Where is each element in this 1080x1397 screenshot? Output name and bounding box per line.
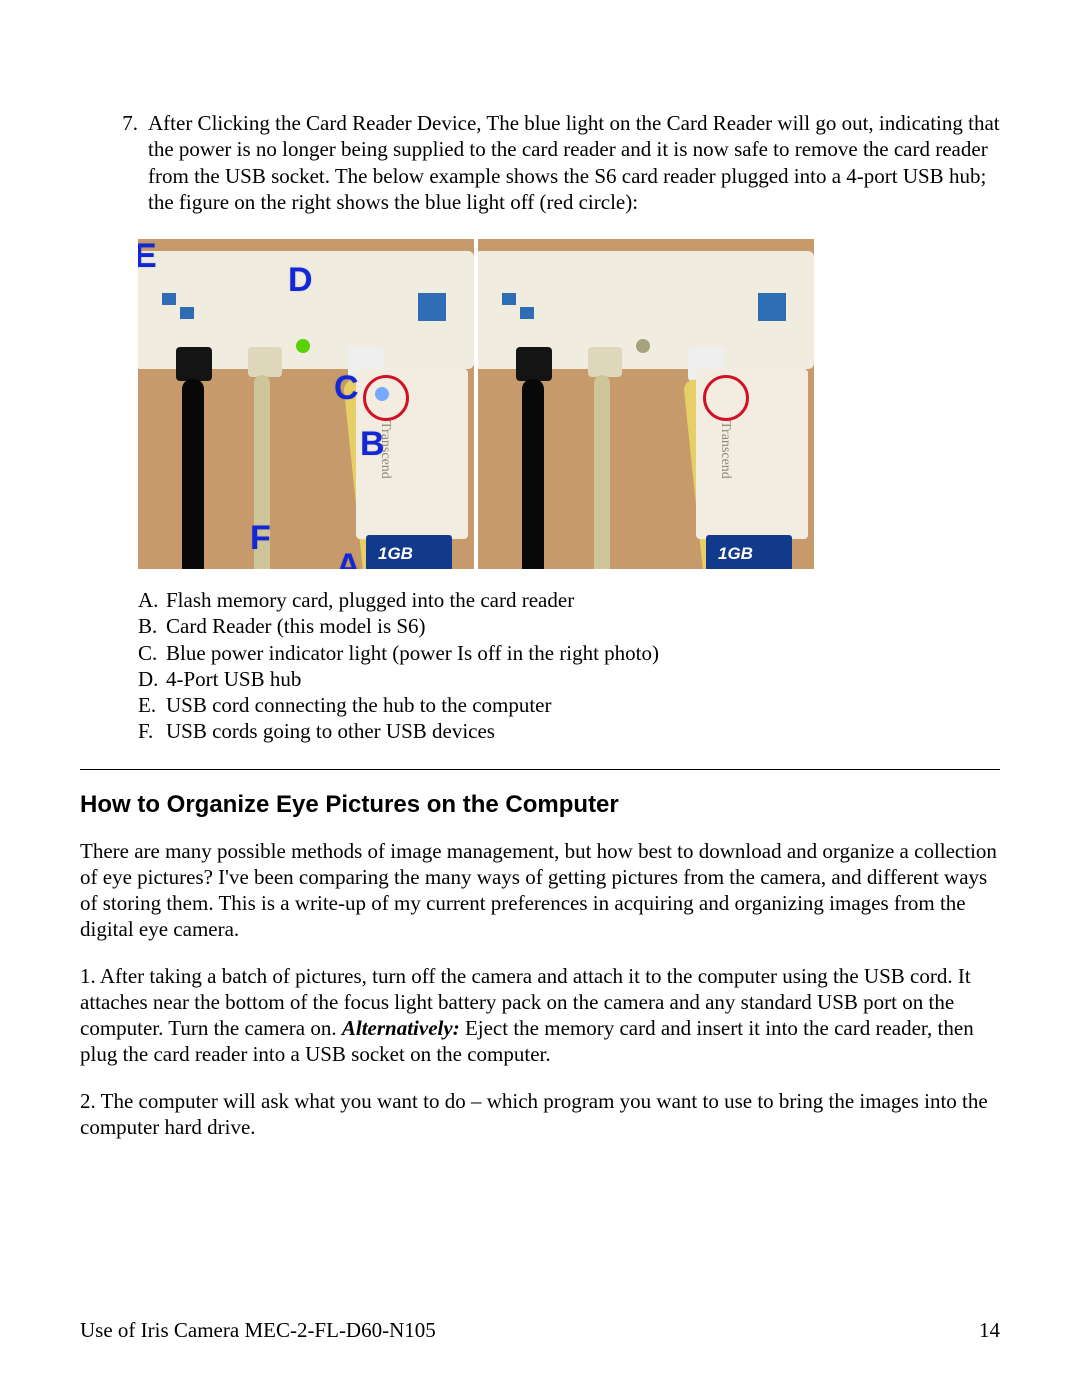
cable-black (182, 379, 204, 569)
legend-text: USB cord connecting the hub to the compu… (166, 692, 552, 718)
legend-text: 4-Port USB hub (166, 666, 301, 692)
red-circle-icon (703, 375, 749, 421)
hub-led-off-icon (636, 339, 650, 353)
figure-right-panel: Transcend 1GB (478, 239, 814, 569)
label-A: A (336, 545, 361, 569)
footer-page-number: 14 (979, 1317, 1000, 1343)
document-page: 7. After Clicking the Card Reader Device… (0, 0, 1080, 1397)
intro-paragraph: There are many possible methods of image… (80, 838, 1000, 943)
legend-item-A: A.Flash memory card, plugged into the ca… (138, 587, 1000, 613)
plug-1 (176, 347, 212, 381)
step-number: 7. (80, 110, 148, 136)
ordered-step-7: 7. After Clicking the Card Reader Device… (80, 110, 1000, 215)
reader-brand: Transcend (717, 421, 735, 479)
plug-2 (588, 347, 622, 377)
plug-1 (516, 347, 552, 381)
sd-capacity: 1GB (718, 543, 753, 564)
sd-card: 1GB (706, 535, 792, 569)
legend-text: Card Reader (this model is S6) (166, 613, 426, 639)
legend-item-F: F.USB cords going to other USB devices (138, 718, 1000, 744)
page-footer: Use of Iris Camera MEC-2-FL-D60-N105 14 (80, 1317, 1000, 1343)
section-heading: How to Organize Eye Pictures on the Comp… (80, 790, 1000, 820)
label-C: C (334, 367, 359, 410)
legend-item-C: C.Blue power indicator light (power Is o… (138, 640, 1000, 666)
section-divider (80, 769, 1000, 770)
numbered-paragraph-2: 2. The computer will ask what you want t… (80, 1088, 1000, 1141)
label-B: B (360, 423, 385, 466)
plug-2 (248, 347, 282, 377)
hub-logo-icon (502, 293, 542, 321)
step-text: After Clicking the Card Reader Device, T… (148, 110, 1000, 215)
cable-cream (594, 375, 610, 569)
p1-alternatively: Alternatively: (342, 1016, 460, 1040)
sd-capacity: 1GB (378, 543, 413, 564)
hub-port-icon (418, 293, 446, 321)
label-F: F (250, 517, 271, 560)
numbered-paragraph-1: 1. After taking a batch of pictures, tur… (80, 963, 1000, 1068)
legend-item-B: B.Card Reader (this model is S6) (138, 613, 1000, 639)
legend-text: USB cords going to other USB devices (166, 718, 495, 744)
red-circle-icon (363, 375, 409, 421)
legend-item-D: D.4-Port USB hub (138, 666, 1000, 692)
hub-logo-icon (162, 293, 202, 321)
legend-text: Blue power indicator light (power Is off… (166, 640, 659, 666)
legend-item-E: E.USB cord connecting the hub to the com… (138, 692, 1000, 718)
cable-black (522, 379, 544, 569)
usb-hub-figure: Transcend 1GB E D C B F A (138, 239, 1000, 569)
hub-led-on-icon (296, 339, 310, 353)
label-E: E (138, 239, 157, 278)
sd-card: 1GB (366, 535, 452, 569)
footer-title: Use of Iris Camera MEC-2-FL-D60-N105 (80, 1317, 436, 1343)
figure-left-panel: Transcend 1GB E D C B F A (138, 239, 474, 569)
label-D: D (288, 259, 313, 302)
hub-port-icon (758, 293, 786, 321)
figure-legend: A.Flash memory card, plugged into the ca… (138, 587, 1000, 745)
legend-text: Flash memory card, plugged into the card… (166, 587, 574, 613)
